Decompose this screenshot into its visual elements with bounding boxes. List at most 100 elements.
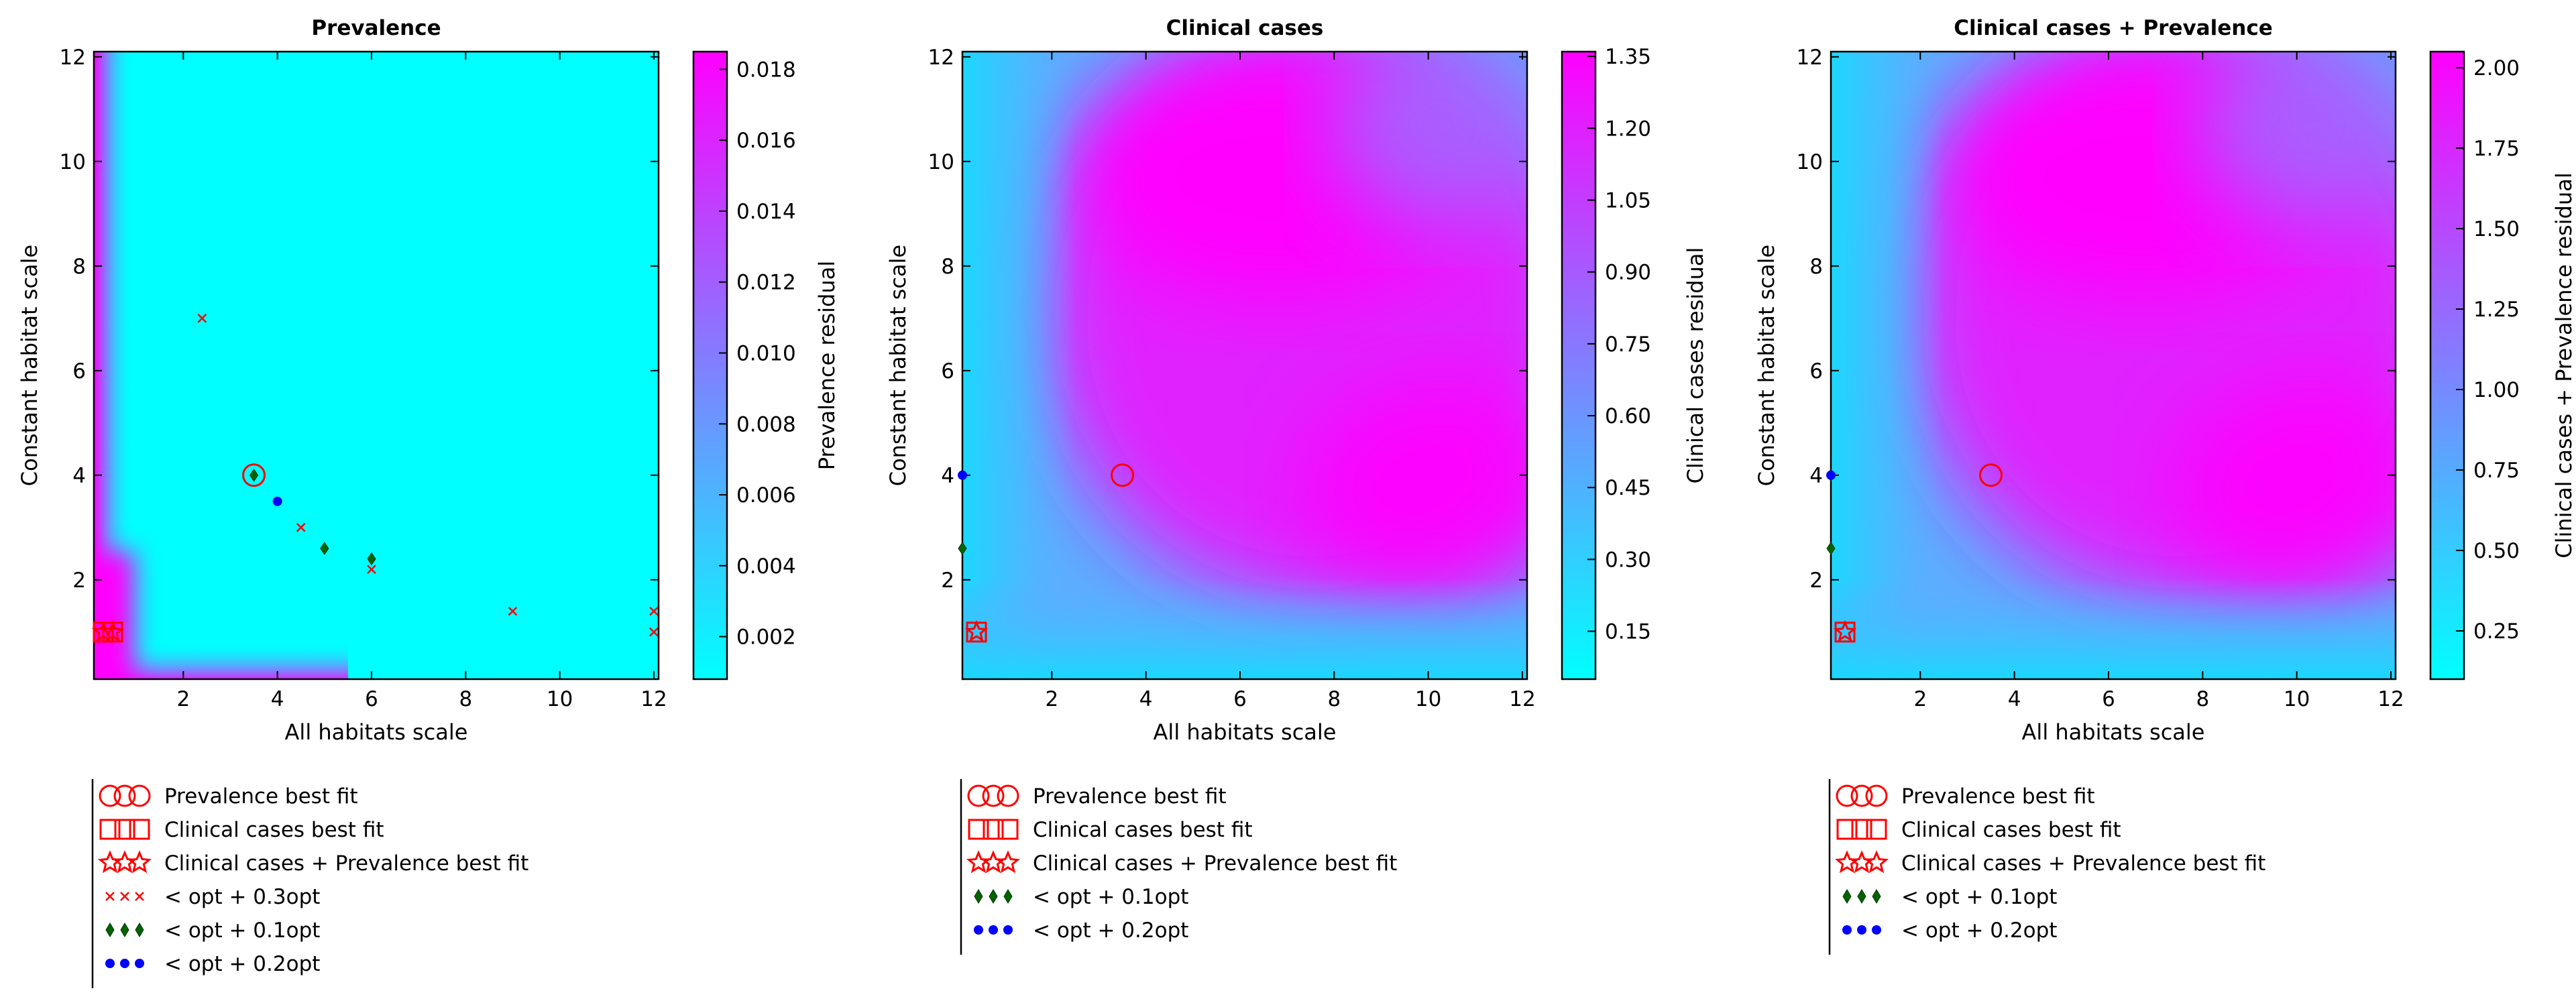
- colorbar-tick-label: 0.15: [1605, 620, 1651, 644]
- legend-circle-marker: [1865, 784, 1888, 807]
- legend-label: < opt + 0.1opt: [1033, 885, 1188, 909]
- y-tick-label: 2: [72, 569, 86, 593]
- marker-prevalence-best-fit: [1111, 463, 1135, 487]
- legend-diamond-marker: [1842, 889, 1852, 904]
- colorbar-tick-label: 0.45: [1605, 476, 1651, 500]
- legend-label: < opt + 0.1opt: [164, 919, 320, 943]
- x-tick-label: 8: [2196, 687, 2209, 711]
- marker-opt-03: [508, 606, 518, 616]
- x-tick-label: 6: [365, 687, 378, 711]
- x-tick-label: 8: [459, 687, 472, 711]
- x-tick-label: 2: [1913, 687, 1927, 711]
- colorbar-tick-label: 0.018: [736, 58, 796, 82]
- y-tick-label: 4: [72, 464, 86, 488]
- y-tick-label: 6: [72, 359, 86, 383]
- colorbar-label: Clinical cases residual: [1683, 247, 1708, 484]
- colorbar-label: Clinical cases + Prevalence residual: [2551, 172, 2576, 558]
- x-tick-label: 8: [1327, 687, 1341, 711]
- legend-diamond-marker: [1003, 889, 1013, 904]
- marker-clinical-best-fit: [102, 621, 123, 643]
- legend-dot-marker: [1872, 925, 1881, 935]
- x-tick-label: 12: [1509, 687, 1535, 711]
- legend-item: < opt + 0.2opt: [1842, 919, 2057, 943]
- marker-opt-02: [1826, 470, 1836, 480]
- chart-title: Prevalence: [311, 16, 441, 40]
- colorbar-tick-label: 1.35: [1605, 45, 1651, 69]
- colorbar-scale: [692, 50, 728, 680]
- legend-square-marker: [1866, 819, 1887, 840]
- legend-dot-marker: [1857, 925, 1866, 935]
- x-tick-label: 12: [2377, 687, 2404, 711]
- x-tick-label: 4: [1139, 687, 1153, 711]
- marker-prevalence-best-fit: [242, 463, 266, 487]
- marker-opt-03: [649, 606, 659, 616]
- legend-circle-marker: [997, 784, 1019, 807]
- marker-combined-best-fit: [964, 619, 989, 642]
- x-axis-label: All habitats scale: [2022, 719, 2205, 745]
- legend-label: Clinical cases + Prevalence best fit: [164, 851, 528, 876]
- marker-opt-01: [367, 552, 376, 566]
- x-tick-label: 10: [2284, 687, 2310, 711]
- y-tick-label: 8: [72, 255, 86, 279]
- colorbar-tick-label: 0.008: [736, 412, 796, 436]
- plot-frame: [93, 50, 660, 680]
- legend-square-marker: [129, 819, 150, 840]
- legend-label: < opt + 0.2opt: [1901, 919, 2057, 943]
- marker-opt-02: [958, 470, 967, 480]
- marker-clinical-best-fit: [1834, 621, 1856, 643]
- legend: Prevalence best fit Clinical cases best f…: [960, 779, 1397, 955]
- marker-opt-03: [296, 522, 306, 532]
- legend-circle-marker: [1850, 784, 1873, 807]
- y-tick-label: 10: [928, 150, 954, 174]
- legend-label: Prevalence best fit: [164, 784, 358, 809]
- colorbar-tick-label: 0.50: [2473, 539, 2520, 563]
- legend-item: < opt + 0.2opt: [105, 952, 320, 976]
- heatmap-surface: [962, 52, 1527, 679]
- legend-cross-marker: [105, 892, 115, 901]
- x-tick-label: 6: [1233, 687, 1247, 711]
- legend-square-marker: [99, 819, 121, 840]
- chart-panel-2: Clinical cases 2 4 6 8 10 12 2 4 6 8 10 12 All habita…: [885, 16, 1708, 955]
- legend-item: < opt + 0.1opt: [1842, 885, 2057, 909]
- y-tick-label: 10: [1797, 150, 1823, 174]
- legend-label: < opt + 0.2opt: [1033, 919, 1188, 943]
- colorbar-tick-label: 0.60: [1605, 404, 1651, 428]
- legend-cross-marker: [120, 892, 129, 901]
- y-tick-label: 10: [60, 150, 86, 174]
- x-tick-label: 6: [2102, 687, 2115, 711]
- y-tick-label: 4: [941, 464, 954, 488]
- legend-item: Prevalence best fit: [99, 784, 358, 809]
- x-axis-label: All habitats scale: [285, 719, 468, 745]
- y-tick-label: 12: [1797, 46, 1823, 70]
- colorbar-tick-label: 0.014: [736, 200, 796, 224]
- chart-title: Clinical cases: [1166, 16, 1324, 40]
- legend-dot-marker: [974, 925, 983, 935]
- legend-square-marker: [968, 819, 989, 840]
- colorbar-tick-label: 0.006: [736, 483, 796, 508]
- colorbar-scale: [2429, 50, 2465, 680]
- legend-item: Prevalence best fit: [1836, 784, 2095, 809]
- legend-dot-marker: [135, 959, 144, 968]
- legend-item: Clinical cases best fit: [968, 818, 1253, 842]
- markers: [91, 313, 659, 643]
- y-axis-label: Constant habitat scale: [1754, 245, 1779, 486]
- legend-label: < opt + 0.2opt: [164, 952, 320, 976]
- markers: [958, 463, 1135, 643]
- colorbar-tick-label: 1.25: [2473, 298, 2520, 322]
- colorbar-tick-label: 0.010: [736, 341, 796, 365]
- y-tick-label: 4: [1809, 464, 1823, 488]
- colorbar: 0.15 0.30 0.45 0.60 0.75 0.90 1.05 1.20 1.35 Clin…: [1561, 45, 1708, 680]
- chart-panel-1: Prevalence 2 4 6 8 10 12 2 4 6 8 10 12 All habitats s…: [17, 16, 840, 988]
- legend-dot-marker: [1842, 925, 1852, 935]
- legend-dot-marker: [1003, 925, 1013, 935]
- colorbar-label: Prevalence residual: [814, 261, 840, 471]
- legend-circle-marker: [967, 784, 990, 807]
- legend-label: Prevalence best fit: [1901, 784, 2095, 809]
- heatmap-surface: [1831, 52, 2396, 679]
- legend-item: < opt + 0.1opt: [974, 885, 1188, 909]
- marker-opt-01: [249, 468, 259, 482]
- colorbar-scale: [1561, 50, 1597, 680]
- marker-opt-03: [649, 627, 659, 637]
- legend-item: < opt + 0.1opt: [105, 919, 320, 943]
- legend-dot-marker: [989, 925, 998, 935]
